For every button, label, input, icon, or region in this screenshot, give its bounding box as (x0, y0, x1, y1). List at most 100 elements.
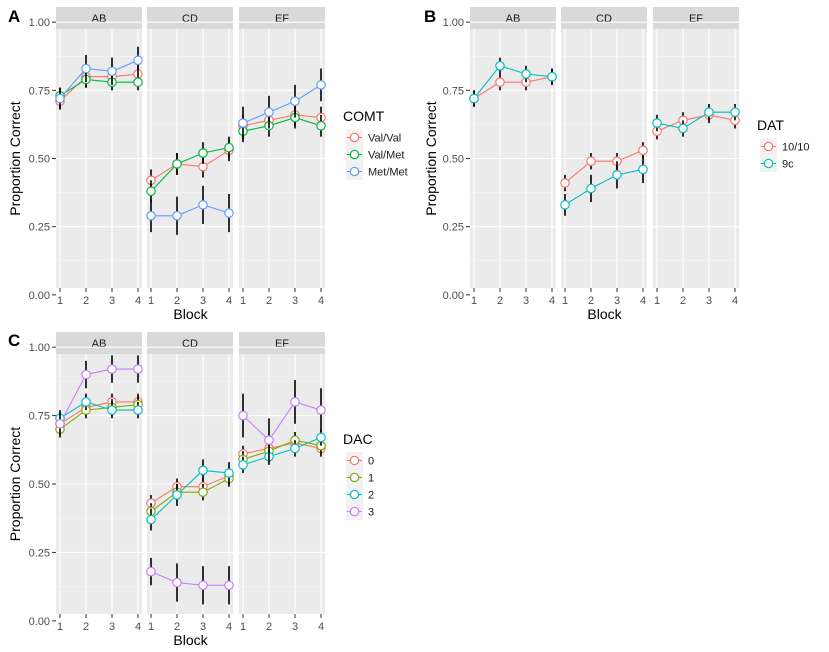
data-point (146, 566, 156, 577)
x-tick-label: 2 (83, 295, 89, 307)
y-tick-label: 0.75 (29, 85, 50, 97)
legend-key-point (763, 141, 774, 152)
x-tick-label: 3 (109, 621, 115, 633)
data-point (678, 123, 688, 134)
series-line (150, 149, 230, 181)
facet-label: AB (506, 13, 521, 25)
data-point (224, 142, 234, 153)
data-point (316, 80, 326, 90)
facet-strip (470, 7, 556, 29)
legend: DAT 10/10 9c (757, 117, 810, 172)
data-point (81, 63, 91, 74)
facet-strip (239, 7, 325, 29)
data-point (638, 164, 648, 175)
series-line (59, 59, 139, 99)
data-point (238, 118, 248, 128)
data-point (107, 66, 117, 77)
series-line (242, 401, 322, 442)
x-tick-label: 1 (562, 295, 568, 307)
data-point (495, 77, 505, 87)
facet-label: EF (689, 13, 703, 25)
series-line (473, 65, 553, 99)
data-point (316, 120, 326, 131)
legend-label: Met/Met (368, 167, 408, 179)
series-line (150, 478, 230, 512)
data-point (224, 208, 234, 218)
legend-key-point (349, 489, 360, 500)
series-line (150, 475, 230, 504)
legend-label: 2 (368, 490, 374, 502)
legend-key-point (349, 132, 360, 143)
x-tick-label: 1 (471, 295, 477, 307)
data-point (586, 183, 596, 194)
x-tick-label: 2 (680, 295, 686, 307)
data-point (316, 432, 326, 443)
legend-label: 0 (368, 456, 374, 468)
data-point (198, 487, 208, 498)
y-tick-label: 0.00 (29, 616, 50, 628)
series-line (150, 469, 230, 520)
data-point (264, 107, 274, 117)
facet-label: EF (275, 338, 289, 350)
series-line (564, 149, 644, 184)
y-axis-label: Proportion Correct (423, 101, 439, 215)
legend-title: DAC (343, 431, 373, 447)
data-point (560, 200, 570, 210)
data-point (238, 410, 248, 421)
legend-title: DAT (757, 117, 784, 133)
data-point (521, 69, 531, 79)
data-point (198, 148, 208, 158)
x-tick-label: 3 (200, 621, 206, 633)
series-2 (59, 401, 322, 520)
facet-label: EF (275, 13, 289, 25)
data-point (81, 397, 91, 407)
series-line (151, 204, 230, 217)
facet-strip (653, 7, 739, 29)
x-tick-label: 1 (148, 295, 154, 307)
x-tick-label: 3 (292, 295, 298, 307)
x-tick-label: 4 (226, 621, 232, 633)
x-tick-label: 2 (497, 295, 503, 307)
x-tick-label: 2 (588, 295, 594, 307)
data-point (172, 577, 182, 588)
data-point (133, 55, 143, 66)
data-point (238, 460, 248, 470)
facet-strip (147, 7, 233, 29)
series-marks (469, 57, 740, 216)
x-tick-label: 4 (732, 295, 738, 307)
data-point (172, 210, 182, 221)
facet-label: AB (92, 13, 107, 25)
data-point (469, 93, 479, 104)
facet-strip (147, 332, 233, 354)
series-line (564, 168, 644, 206)
legend-key-point (349, 166, 360, 177)
series-line (242, 114, 322, 127)
panel-label: A (8, 7, 20, 26)
y-tick-label: 0.00 (29, 290, 50, 302)
facet-label: AB (92, 338, 107, 350)
data-point (198, 200, 208, 210)
panel-a: A 0.00 0.25 0.50 0.75 1.00 Proportion Correct A… (7, 7, 408, 322)
series-met-met (59, 59, 322, 217)
facet-label: CD (596, 13, 612, 25)
y-tick-label: 0.25 (443, 222, 464, 234)
series-marks (55, 46, 326, 235)
legend-label: 3 (368, 507, 374, 519)
legend-key-point (349, 506, 360, 517)
data-point (290, 397, 300, 407)
data-point (224, 468, 234, 478)
data-point (612, 170, 622, 180)
y-axis-label: Proportion Correct (7, 427, 23, 541)
series-3 (59, 368, 322, 586)
facet-strip (239, 332, 325, 354)
x-tick-label: 2 (174, 295, 180, 307)
x-tick-label: 2 (266, 295, 272, 307)
series-9c (473, 65, 735, 206)
data-point (172, 490, 182, 500)
data-point (704, 107, 714, 117)
data-point (133, 405, 143, 415)
legend: DAC 0 1 2 3 (343, 431, 374, 520)
y-tick-label: 0.25 (29, 547, 50, 559)
data-point (107, 405, 117, 415)
